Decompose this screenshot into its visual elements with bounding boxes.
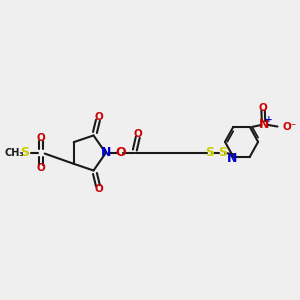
- Text: CH₃: CH₃: [4, 148, 24, 158]
- Text: S: S: [205, 146, 214, 160]
- Text: +: +: [265, 115, 272, 124]
- Text: O⁻: O⁻: [282, 122, 296, 131]
- Text: O: O: [37, 133, 45, 143]
- Text: O: O: [134, 129, 142, 140]
- Text: O: O: [95, 184, 104, 194]
- Text: N: N: [227, 152, 237, 165]
- Text: N: N: [101, 146, 112, 160]
- Text: O: O: [95, 112, 104, 122]
- Text: O: O: [115, 146, 126, 160]
- Text: N: N: [259, 118, 270, 131]
- Text: O: O: [37, 163, 45, 173]
- Text: S: S: [218, 146, 227, 160]
- Text: O: O: [258, 103, 267, 113]
- Text: S: S: [20, 146, 29, 160]
